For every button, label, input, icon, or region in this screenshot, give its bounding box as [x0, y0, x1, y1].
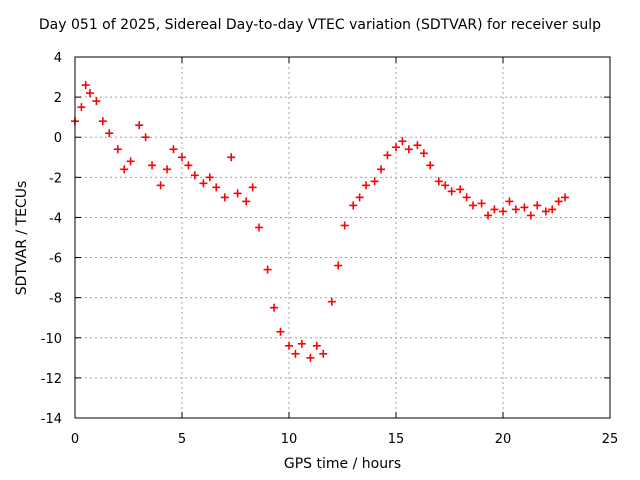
data-point — [340, 221, 349, 230]
x-tick-label: 15 — [388, 432, 405, 447]
y-axis-label: SDTVAR / TECUs — [14, 180, 30, 296]
data-point — [419, 149, 428, 158]
y-tick-label: -12 — [41, 372, 62, 387]
data-point — [248, 183, 257, 192]
data-point — [312, 341, 321, 350]
data-point — [520, 203, 529, 212]
y-tick-label: 2 — [54, 91, 62, 106]
data-point — [349, 201, 358, 210]
x-tick-label: 5 — [178, 432, 186, 447]
data-point — [148, 161, 157, 170]
y-tick-label: -10 — [41, 332, 62, 347]
data-point — [526, 211, 535, 220]
x-tick-label: 25 — [602, 432, 619, 447]
x-tick-label: 10 — [281, 432, 298, 447]
data-point — [447, 187, 456, 196]
data-point — [169, 145, 178, 154]
data-point — [242, 197, 251, 206]
data-point — [462, 193, 471, 202]
chart-title: Day 051 of 2025, Sidereal Day-to-day VTE… — [38, 17, 602, 33]
data-point — [362, 181, 371, 190]
data-point — [120, 165, 129, 174]
data-point — [227, 153, 236, 162]
data-point — [270, 303, 279, 312]
y-tick-label: 0 — [54, 131, 62, 146]
data-point — [511, 205, 520, 214]
data-series-sdtvar — [71, 81, 570, 362]
plot-frame — [74, 56, 611, 419]
data-point — [319, 349, 328, 358]
data-point — [81, 81, 90, 90]
data-point — [178, 153, 186, 162]
data-point — [327, 297, 336, 306]
data-point — [541, 207, 550, 216]
data-point — [126, 157, 135, 166]
data-point — [113, 145, 122, 154]
data-point — [212, 183, 221, 192]
y-tick-label: -8 — [49, 292, 62, 307]
data-point — [499, 207, 507, 216]
data-point — [285, 341, 293, 350]
data-point — [561, 193, 570, 202]
data-point — [205, 173, 214, 182]
data-point — [199, 179, 208, 188]
data-point — [92, 97, 101, 106]
x-tick-label: 20 — [495, 432, 512, 447]
data-point — [434, 177, 443, 186]
y-tick-label: -4 — [49, 211, 62, 226]
data-point — [98, 117, 107, 126]
data-point — [184, 161, 193, 170]
data-point — [141, 133, 150, 142]
data-point — [383, 151, 392, 160]
data-point — [105, 129, 114, 138]
data-point — [398, 137, 407, 146]
data-point — [426, 161, 435, 170]
data-point — [355, 193, 364, 202]
data-point — [163, 165, 172, 174]
data-point — [306, 353, 315, 362]
data-point — [233, 189, 242, 198]
data-point — [263, 265, 272, 274]
data-point — [441, 181, 450, 190]
data-point — [392, 143, 400, 152]
data-point — [469, 201, 478, 210]
data-point — [297, 339, 306, 348]
data-point — [156, 181, 165, 190]
y-tick-label: -14 — [41, 412, 62, 427]
y-tick-label: -6 — [49, 252, 62, 267]
grid-lines — [75, 57, 610, 418]
data-point — [490, 205, 499, 214]
data-point — [370, 177, 379, 186]
x-axis-label: GPS time / hours — [283, 456, 402, 472]
data-point — [276, 327, 285, 336]
data-point — [456, 185, 465, 194]
data-point — [85, 89, 94, 98]
data-point — [190, 171, 199, 180]
data-point — [404, 145, 413, 154]
data-point — [377, 165, 386, 174]
data-point — [533, 201, 542, 210]
data-point — [334, 261, 343, 270]
x-tick-label: 0 — [71, 432, 79, 447]
y-tick-label: 4 — [54, 51, 62, 66]
data-point — [255, 223, 264, 232]
data-point — [413, 141, 422, 150]
data-point — [548, 205, 557, 214]
data-point — [291, 349, 300, 358]
data-point — [484, 211, 493, 220]
data-point — [554, 197, 563, 206]
data-point — [77, 103, 86, 112]
y-tick-label: -2 — [49, 171, 62, 186]
data-point — [220, 193, 229, 202]
data-point — [505, 197, 514, 206]
data-point — [135, 121, 144, 130]
data-point — [477, 199, 486, 208]
